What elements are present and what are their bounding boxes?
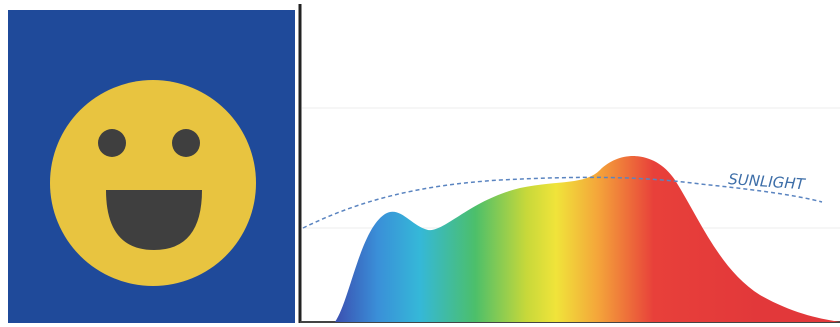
smiley-eye [172,129,200,157]
smiley-mouth [106,190,202,250]
sunlight-label: SUNLIGHT [728,170,807,193]
sunlight-curve [302,176,823,229]
smiley-face [50,80,256,286]
spectrum-area [335,156,840,322]
smiley-eye [98,129,126,157]
